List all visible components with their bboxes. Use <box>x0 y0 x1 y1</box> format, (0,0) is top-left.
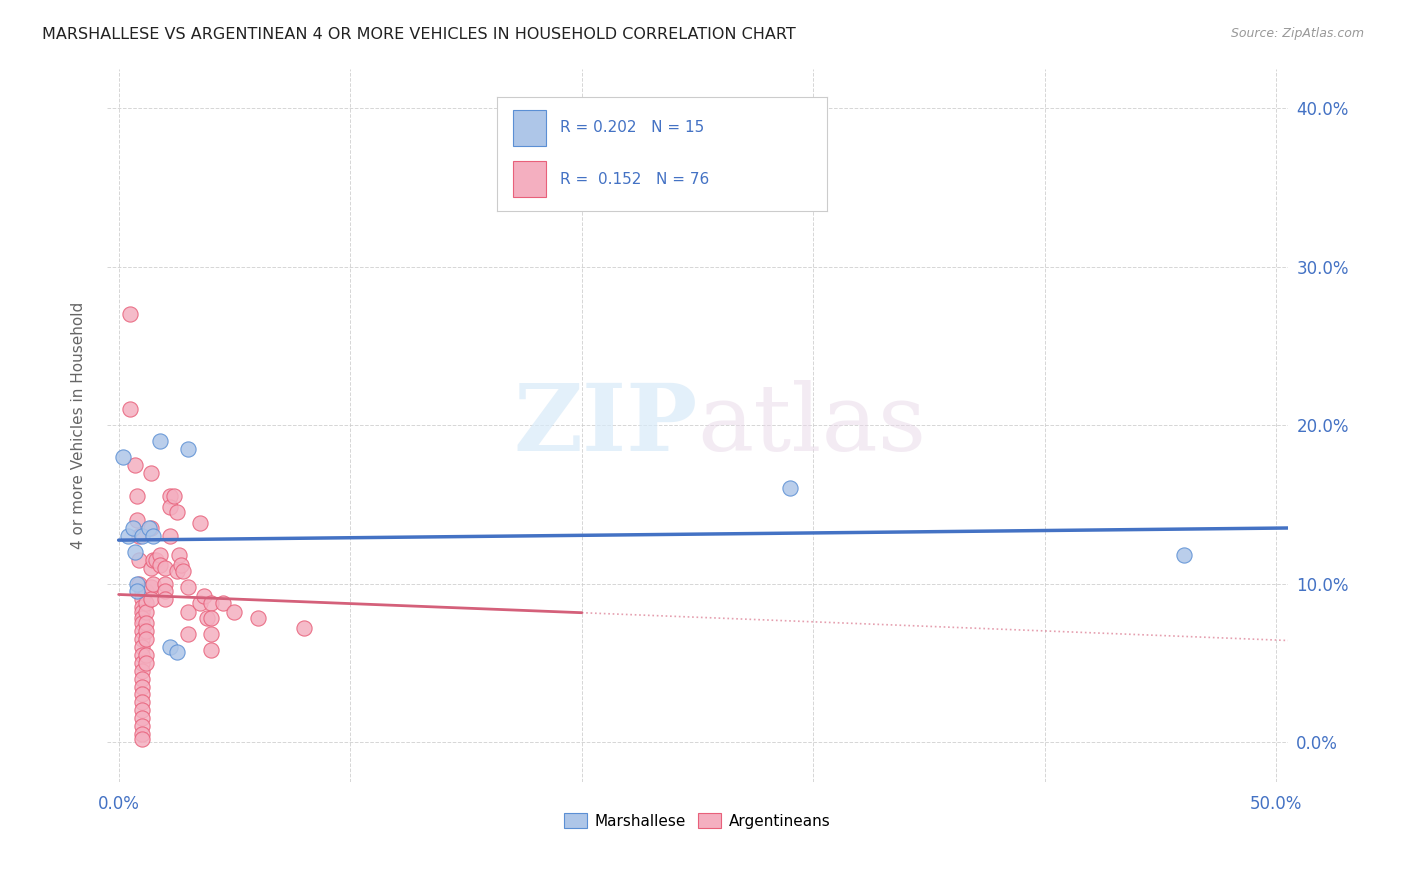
Point <box>117 529 139 543</box>
Point <box>153 584 176 599</box>
Point <box>131 719 153 733</box>
Point <box>177 580 200 594</box>
Point <box>159 490 181 504</box>
Point <box>135 616 157 631</box>
Point <box>131 529 153 543</box>
Point <box>149 548 172 562</box>
Point <box>131 672 153 686</box>
Point <box>131 640 153 654</box>
Point <box>166 505 188 519</box>
Point <box>224 605 246 619</box>
Point <box>177 605 200 619</box>
Point <box>127 513 149 527</box>
Point <box>131 632 153 646</box>
Point <box>173 564 195 578</box>
Point <box>163 490 186 504</box>
Point <box>112 450 135 464</box>
Point <box>159 640 181 654</box>
Point <box>120 307 142 321</box>
Point <box>131 711 153 725</box>
Point <box>127 490 149 504</box>
Point <box>124 545 146 559</box>
Point <box>131 656 153 670</box>
Point <box>131 600 153 615</box>
Point <box>131 727 153 741</box>
Point <box>128 576 150 591</box>
Point <box>145 553 167 567</box>
Point <box>135 605 157 619</box>
Point <box>188 596 211 610</box>
Point <box>211 596 233 610</box>
Point <box>131 584 153 599</box>
Point <box>142 553 165 567</box>
Text: ZIP: ZIP <box>513 380 697 470</box>
Point <box>200 596 222 610</box>
Point <box>159 500 181 515</box>
Point <box>121 521 143 535</box>
Point <box>139 466 162 480</box>
Point <box>177 627 200 641</box>
Y-axis label: 4 or more Vehicles in Household: 4 or more Vehicles in Household <box>72 301 86 549</box>
Text: Source: ZipAtlas.com: Source: ZipAtlas.com <box>1230 27 1364 40</box>
Legend: Marshallese, Argentineans: Marshallese, Argentineans <box>558 806 837 835</box>
Point <box>131 664 153 678</box>
Text: atlas: atlas <box>697 380 927 470</box>
Point <box>170 558 193 572</box>
Point <box>153 592 176 607</box>
Point <box>135 584 157 599</box>
Point <box>779 482 801 496</box>
Point <box>139 560 162 574</box>
Point <box>135 596 157 610</box>
Point <box>139 521 162 535</box>
Point <box>139 580 162 594</box>
Point <box>131 592 153 607</box>
Point <box>153 576 176 591</box>
Point <box>128 553 150 567</box>
Point <box>131 648 153 662</box>
Point <box>135 624 157 639</box>
Point <box>131 624 153 639</box>
Point <box>124 458 146 472</box>
Point <box>195 611 218 625</box>
Point <box>167 548 190 562</box>
Point <box>200 611 222 625</box>
Point <box>135 632 157 646</box>
Point <box>127 576 149 591</box>
Point <box>131 680 153 694</box>
Point <box>188 516 211 531</box>
Point <box>200 627 222 641</box>
Point <box>131 695 153 709</box>
Point <box>177 442 200 456</box>
Point <box>153 560 176 574</box>
Point <box>131 605 153 619</box>
Point <box>131 703 153 717</box>
Point <box>166 645 188 659</box>
Point <box>200 643 222 657</box>
Point <box>131 731 153 746</box>
Point <box>131 616 153 631</box>
Point <box>131 611 153 625</box>
Point <box>1173 548 1195 562</box>
Point <box>131 688 153 702</box>
Point <box>127 584 149 599</box>
Point <box>142 529 165 543</box>
Point <box>139 592 162 607</box>
Point <box>159 529 181 543</box>
Point <box>292 621 315 635</box>
Point <box>166 564 188 578</box>
Point <box>149 558 172 572</box>
Point <box>142 576 165 591</box>
Point <box>120 402 142 417</box>
Text: MARSHALLESE VS ARGENTINEAN 4 OR MORE VEHICLES IN HOUSEHOLD CORRELATION CHART: MARSHALLESE VS ARGENTINEAN 4 OR MORE VEH… <box>42 27 796 42</box>
Point <box>128 529 150 543</box>
Point <box>135 656 157 670</box>
Point <box>135 648 157 662</box>
Point <box>138 521 160 535</box>
Point <box>246 611 269 625</box>
Point <box>193 589 215 603</box>
Point <box>149 434 172 448</box>
